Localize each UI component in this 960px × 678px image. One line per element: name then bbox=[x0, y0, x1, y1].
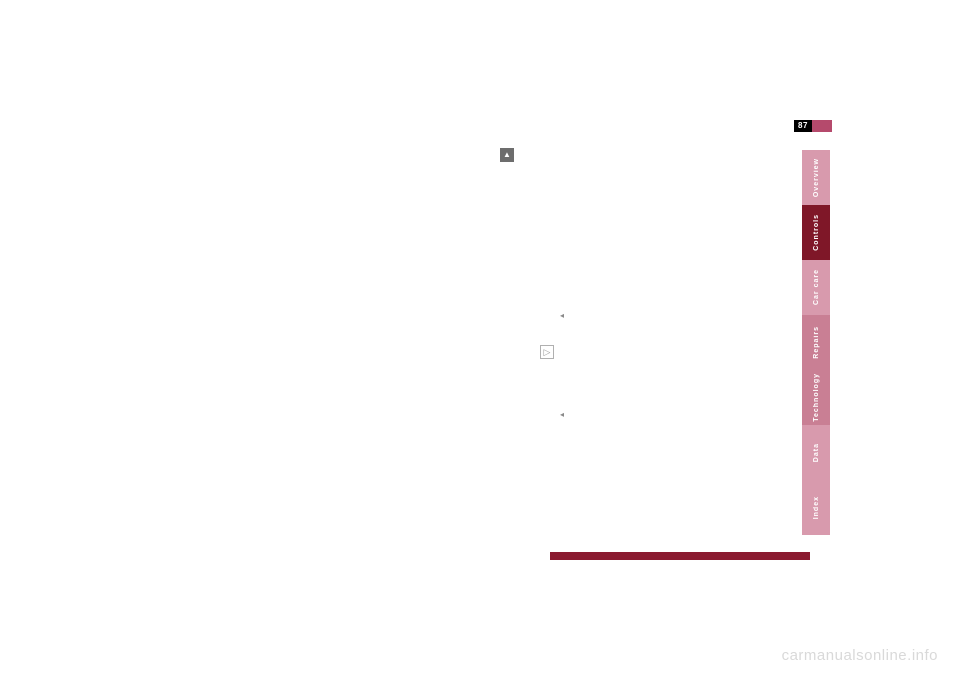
tab-label: Data bbox=[813, 443, 820, 462]
tab-label: Controls bbox=[813, 214, 820, 251]
tab-label: Overview bbox=[813, 158, 820, 197]
bullet-icon: ◂ bbox=[560, 410, 564, 419]
tab-data[interactable]: Data bbox=[802, 425, 830, 480]
tab-repairs[interactable]: Repairs bbox=[802, 315, 830, 370]
tab-label: Technology bbox=[813, 373, 820, 422]
manual-page: 87 Overview Controls Car care Repairs Te… bbox=[130, 120, 830, 560]
tab-car-care[interactable]: Car care bbox=[802, 260, 830, 315]
tab-overview[interactable]: Overview bbox=[802, 150, 830, 205]
page-number: 87 bbox=[794, 120, 812, 132]
next-page-icon[interactable] bbox=[540, 345, 554, 359]
page-number-block: 87 bbox=[792, 120, 832, 132]
canvas: 87 Overview Controls Car care Repairs Te… bbox=[0, 0, 960, 678]
section-tabs: Overview Controls Car care Repairs Techn… bbox=[802, 150, 830, 535]
tab-label: Repairs bbox=[813, 326, 820, 359]
tab-label: Index bbox=[813, 496, 820, 519]
tab-label: Car care bbox=[813, 269, 820, 305]
page-number-accent bbox=[812, 120, 832, 132]
tab-controls[interactable]: Controls bbox=[802, 205, 830, 260]
watermark-text: carmanualsonline.info bbox=[782, 647, 938, 664]
warning-icon bbox=[500, 148, 514, 162]
tab-index[interactable]: Index bbox=[802, 480, 830, 535]
bullet-icon: ◂ bbox=[560, 311, 564, 320]
footer-accent-bar bbox=[550, 552, 810, 560]
tab-technology[interactable]: Technology bbox=[802, 370, 830, 425]
